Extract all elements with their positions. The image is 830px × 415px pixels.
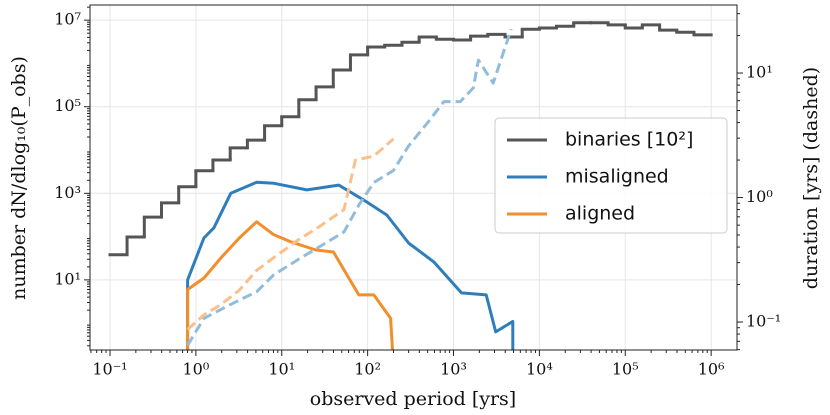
line [186, 180, 515, 350]
legend-label: aligned [565, 203, 635, 225]
legend: binaries [10²] misaligned aligned [494, 117, 728, 234]
x-tick-label: 10² [354, 360, 381, 379]
legend-label: misaligned [565, 166, 669, 188]
legend-label: binaries [10²] [565, 129, 693, 151]
x-tick-label: 10³ [440, 360, 467, 379]
x-axis-label: observed period [yrs] [310, 388, 516, 410]
line [186, 137, 395, 331]
y-axis-label: number dN/dlog₁₀(P_obs) [8, 56, 30, 300]
x-tick-label: 10⁴ [526, 360, 553, 379]
legend-box [494, 117, 728, 234]
plot-frame [89, 4, 738, 351]
y-tick-label: 10⁵ [54, 96, 81, 115]
x-tick-label: 10⁰ [182, 360, 209, 379]
x-tick-label: 10⁵ [612, 360, 639, 379]
x-tick-label: 10⁶ [698, 360, 725, 379]
y2-tick-label: 10⁻¹ [746, 312, 781, 331]
x-tick-label: 10⁻¹ [92, 360, 127, 379]
y2-axis-label: duration [yrs] (dashed) [800, 67, 822, 289]
y2-tick-label: 10¹ [746, 63, 773, 82]
y-tick-label: 10⁷ [54, 10, 81, 29]
y2-tick-label: 10⁰ [746, 187, 773, 206]
line [186, 28, 513, 347]
y-tick-label: 10¹ [54, 269, 81, 288]
y-tick-label: 10³ [54, 183, 81, 202]
x-tick-label: 10¹ [268, 360, 295, 379]
line [186, 220, 395, 350]
